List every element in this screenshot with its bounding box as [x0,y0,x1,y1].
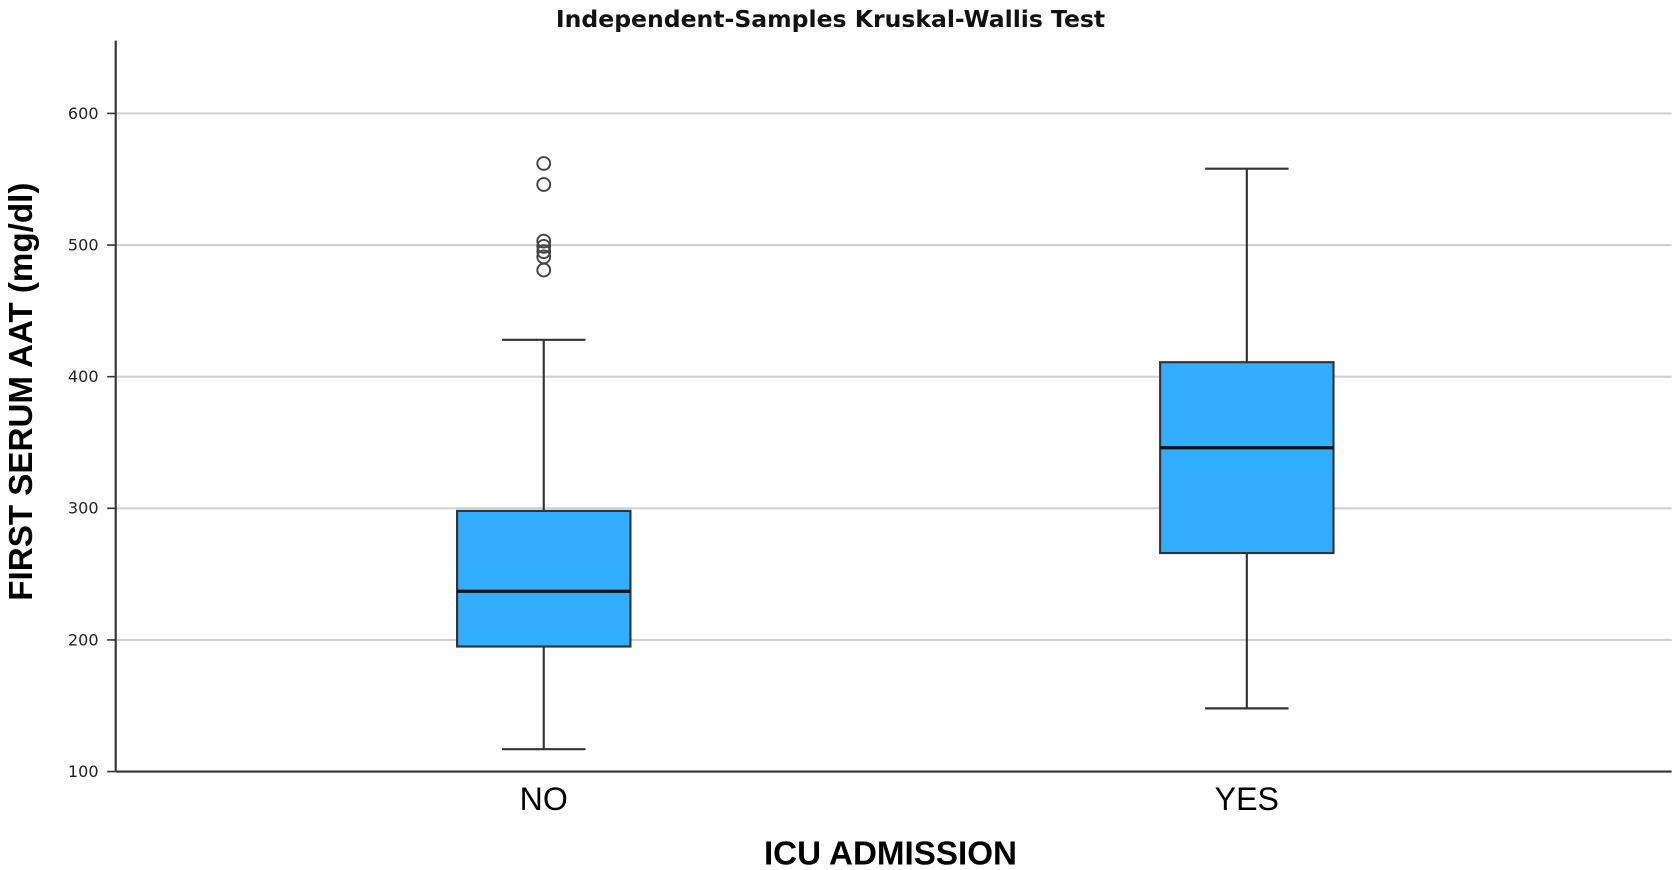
y-tick-label: 400 [68,367,99,386]
box-yes [1159,167,1335,710]
y-tick-label: 100 [68,762,99,781]
box-no [456,156,632,751]
outlier-point [536,238,552,254]
y-tick-label: 200 [68,630,99,649]
y-axis-label: FIRST SERUM AAT (mg/dl) [3,183,40,601]
boxes [456,156,1335,751]
y-tick-labels: 100 200 300 400 500 600 [68,104,116,781]
x-axis-label: ICU ADMISSION [764,836,1017,870]
x-tick-label: NO [520,781,568,817]
y-tick-label: 300 [68,499,99,518]
y-tick-label: 500 [68,235,99,254]
outlier-point [536,244,552,260]
x-tick-labels: NO YES [520,781,1279,817]
chart-title: Independent-Samples Kruskal-Wallis Test [556,5,1105,33]
x-tick-label: YES [1215,781,1279,817]
outlier-point [536,262,552,278]
outlier-point [536,156,552,171]
gridlines [115,112,1672,641]
outlier-point [536,233,552,249]
iqr-box [1159,361,1335,555]
outlier-point [536,177,552,192]
iqr-box [456,509,632,648]
y-tick-label: 600 [68,104,99,123]
